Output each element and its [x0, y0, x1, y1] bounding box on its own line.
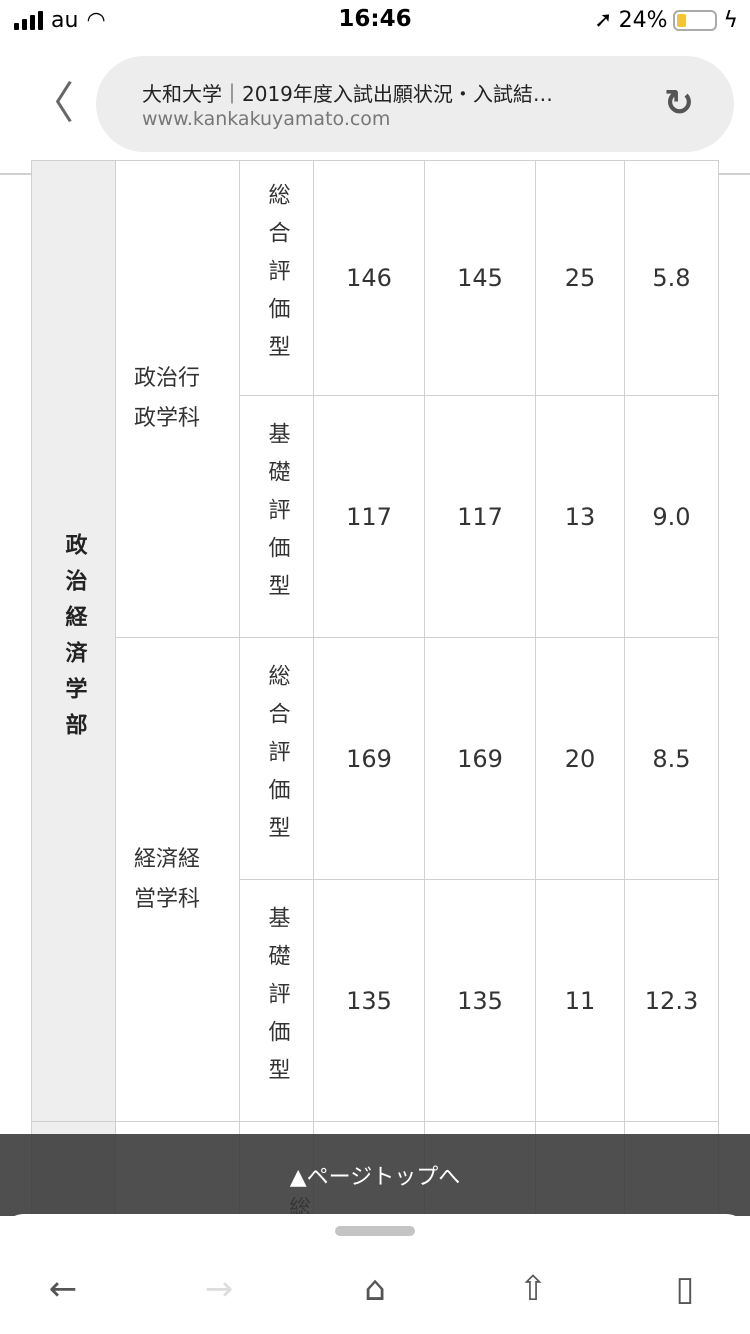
dept-cell: 政治行政学科 [115, 160, 240, 638]
browser-toolbar: ← → ⌂ ⇧ ▯ [0, 1214, 750, 1334]
value-cell: 11 [535, 879, 625, 1122]
value-cell: 169 [313, 637, 425, 880]
share-icon[interactable]: ⇧ [518, 1269, 548, 1309]
back-arrow-icon[interactable]: ← [48, 1269, 78, 1309]
faculty-cell: 政治経済学部 [31, 160, 116, 1122]
location-icon: ➚ [594, 8, 613, 33]
page-url: www.kankakuyamato.com [142, 108, 391, 130]
value-cell: 169 [424, 637, 536, 880]
clock: 16:46 [338, 6, 412, 32]
value-cell: 9.0 [624, 395, 719, 638]
type-cell: 基礎評価型 [239, 879, 314, 1122]
value-cell: 13 [535, 395, 625, 638]
value-cell: 12.3 [624, 879, 719, 1122]
tabs-icon[interactable]: ▯ [675, 1269, 695, 1309]
drag-handle[interactable] [335, 1226, 415, 1236]
value-cell: 25 [535, 160, 625, 396]
reload-icon[interactable]: ↻ [663, 83, 694, 124]
value-cell: 117 [313, 395, 425, 638]
signal-icon [14, 10, 43, 30]
battery-percent: 24% [618, 8, 668, 33]
value-cell: 145 [424, 160, 536, 396]
battery-icon [673, 10, 718, 31]
address-bar[interactable]: 大和大学｜2019年度入試出願状況・入試結… www.kankakuyamato… [96, 56, 734, 152]
value-cell: 8.5 [624, 637, 719, 880]
forward-arrow-icon[interactable]: → [204, 1269, 234, 1309]
wifi-icon: ◠ [86, 8, 106, 33]
value-cell: 135 [313, 879, 425, 1122]
charging-icon: ϟ [723, 8, 738, 33]
value-cell: 146 [313, 160, 425, 396]
page-title: 大和大学｜2019年度入試出願状況・入試結… [142, 82, 553, 106]
value-cell: 135 [424, 879, 536, 1122]
type-cell: 基礎評価型 [239, 395, 314, 638]
type-cell: 総合評価型 [239, 637, 314, 880]
status-bar: au ◠ 16:46 ➚ 24% ϟ [0, 0, 750, 44]
value-cell: 5.8 [624, 160, 719, 396]
type-cell: 総合評価型 [239, 160, 314, 396]
value-cell: 117 [424, 395, 536, 638]
home-icon[interactable]: ⌂ [364, 1269, 386, 1309]
dept-cell: 経済経営学科 [115, 637, 240, 1122]
back-chevron-icon[interactable]: 〈 [30, 78, 74, 129]
carrier: au [51, 8, 79, 33]
value-cell: 20 [535, 637, 625, 880]
page-top-button[interactable]: ▲ページトップへ [0, 1134, 750, 1216]
